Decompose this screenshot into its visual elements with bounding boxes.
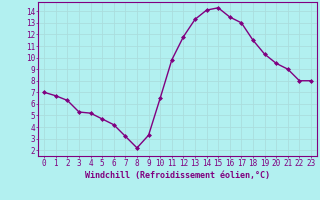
X-axis label: Windchill (Refroidissement éolien,°C): Windchill (Refroidissement éolien,°C) (85, 171, 270, 180)
